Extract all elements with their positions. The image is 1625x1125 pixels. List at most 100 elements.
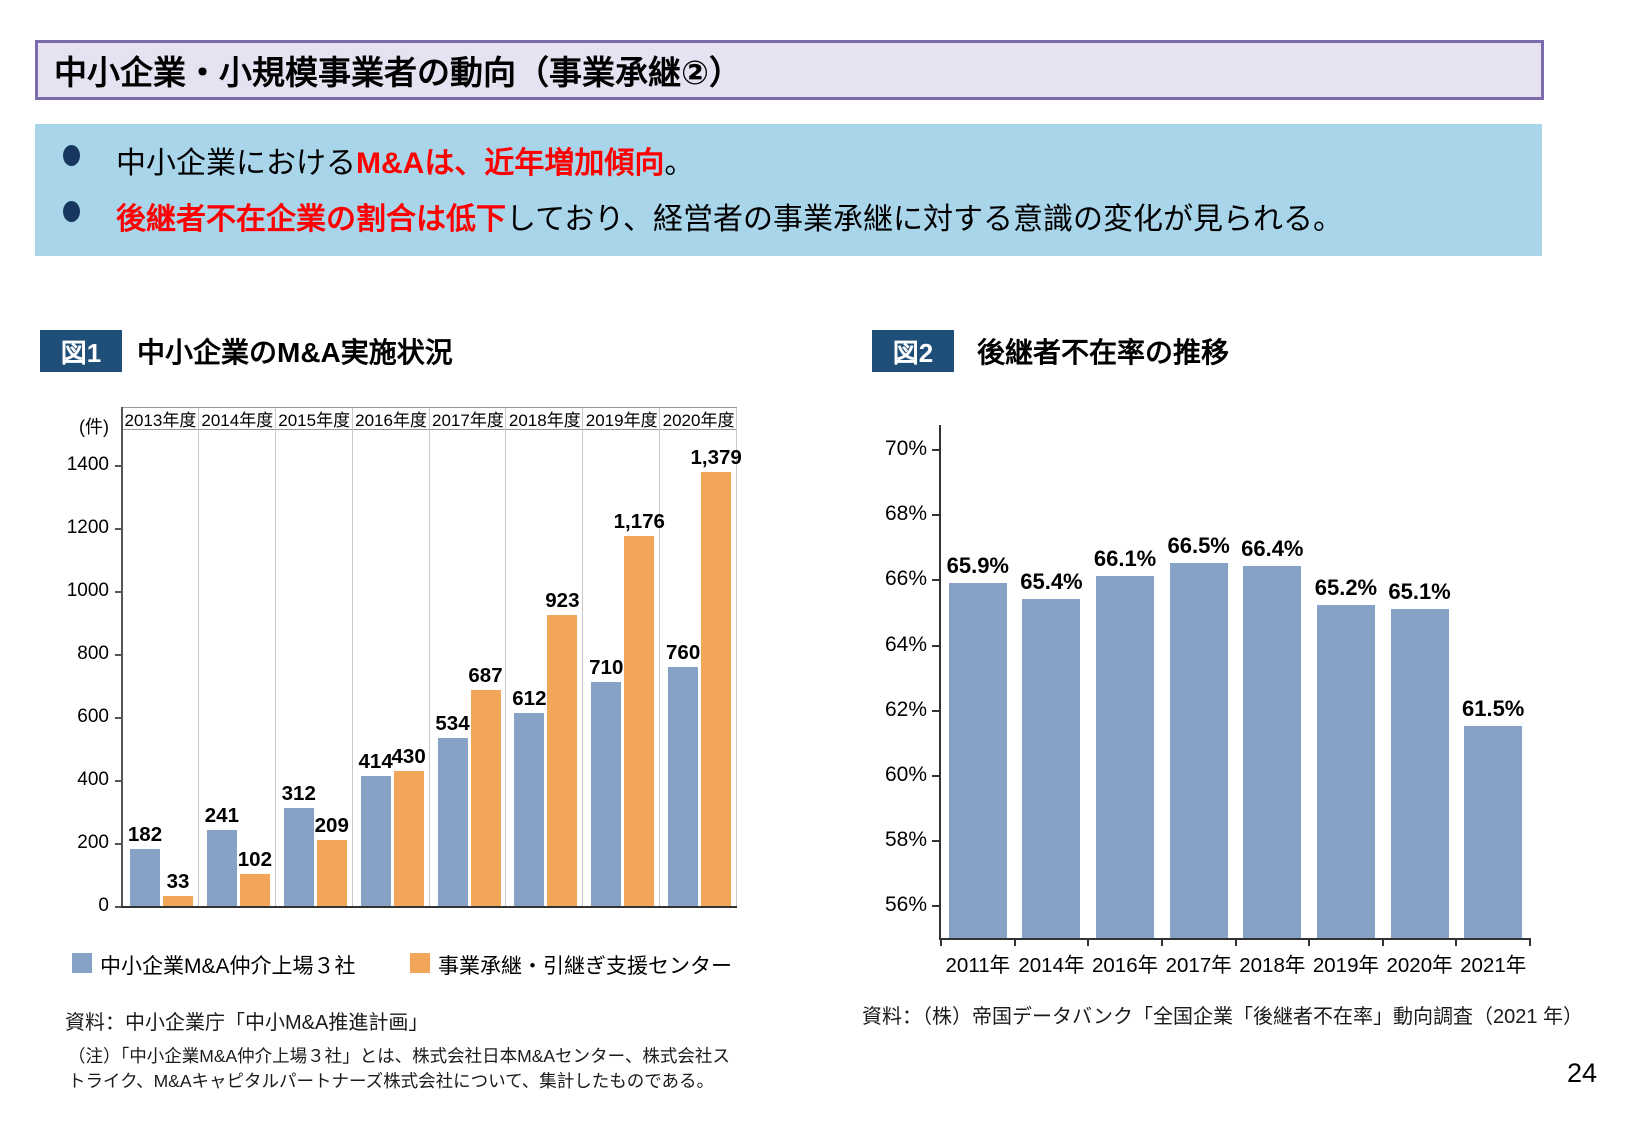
chart1-bar-value-label: 1,379 — [690, 446, 742, 469]
chart1-y-tick-label: 800 — [77, 643, 109, 664]
chart1-y-tick-label: 1000 — [66, 580, 109, 601]
bullet-text: 中小企業におけるM&Aは、近年増加傾向。 — [116, 138, 694, 182]
legend-label: 事業承継・引継ぎ支援センター — [438, 955, 732, 978]
figure1-badge: 図1 — [40, 330, 122, 372]
chart1-column-divider — [274, 408, 276, 906]
chart2-bar — [1390, 609, 1449, 938]
chart2-bar — [1096, 576, 1155, 938]
bullet-dot-icon — [63, 145, 80, 166]
chart1-bar-value-label: 760 — [666, 641, 701, 664]
chart1-y-tick-label: 1200 — [66, 517, 109, 538]
chart1-bar — [668, 667, 699, 906]
chart2-x-tick-label: 2020年 — [1386, 954, 1453, 977]
chart2-x-tick — [1013, 938, 1016, 946]
page-number: 24 — [1566, 1058, 1597, 1088]
chart1-y-tick — [115, 654, 121, 656]
chart2-x-tick — [1234, 938, 1237, 946]
bullet-text-segment: 。 — [664, 147, 695, 180]
chart1-column-divider — [659, 408, 661, 906]
chart2-bar — [1243, 566, 1302, 938]
chart2-bar — [1316, 605, 1375, 938]
chart2-bar — [948, 583, 1007, 938]
chart1-bar — [316, 840, 347, 906]
chart1-year-header: 2020年度 — [662, 411, 735, 430]
chart2-bar — [1464, 726, 1523, 938]
chart1-bar-value-label: 534 — [435, 712, 470, 735]
chart2-bar-value-label: 65.1% — [1388, 579, 1451, 604]
chart1-column-divider — [428, 408, 430, 906]
bullet-text-segment: しており、経営者の事業承継に対する意識の変化が見られる。 — [506, 203, 1343, 236]
chart2-y-tick — [932, 709, 939, 712]
chart1-y-tick — [115, 843, 121, 845]
chart2-y-tick — [932, 905, 939, 908]
chart2-x-tick-label: 2021年 — [1460, 954, 1527, 977]
chart2-y-tick-label: 62% — [884, 697, 927, 721]
chart1-unit-label: (件) — [79, 417, 109, 437]
ma-deals-bar-chart: 2013年度 2014年度 2015年度 2016年度 2017年度 2018年度 2019… — [67, 407, 742, 916]
chart1-bar — [547, 615, 578, 906]
chart1-column-divider — [582, 408, 584, 906]
chart1-y-tick — [115, 591, 121, 593]
chart1-bar-value-label: 687 — [468, 664, 503, 687]
chart2-x-tick — [1381, 938, 1384, 946]
chart1-year-header: 2016年度 — [355, 411, 427, 430]
successor-absence-rate-bar-chart: 56% 58% 60% 62% 64% 66% 68% 70% 65.9% 2011年 65.4% 2… — [885, 425, 1531, 977]
chart2-y-tick — [932, 579, 939, 582]
chart1-legend: 中小企業M&A仲介上場３社 事業承継・引継ぎ支援センター — [72, 950, 752, 978]
bullet-text: 後継者不在企業の割合は低下しており、経営者の事業承継に対する意識の変化が見られる… — [116, 194, 1343, 238]
chart1-year-header: 2014年度 — [201, 411, 274, 430]
chart2-x-tick-label: 2011年 — [945, 954, 1011, 977]
bullet-item: 中小企業におけるM&Aは、近年増加傾向。 — [63, 138, 694, 182]
chart2-bar-value-label: 65.2% — [1314, 575, 1378, 600]
bullet-text-emphasis: M&Aは、近年増加傾向 — [356, 147, 665, 180]
chart1-bar — [360, 776, 391, 906]
chart1-bar-value-label: 923 — [545, 589, 580, 612]
chart2-y-tick-label: 70% — [884, 437, 927, 460]
chart2-y-tick-label: 58% — [884, 828, 927, 852]
figure1-note: （注）「中小企業M&A仲介上場３社」とは、株式会社日本M&Aセンター、株式会社ス… — [68, 1046, 730, 1091]
chart1-y-tick — [115, 717, 121, 719]
chart2-bar-value-label: 61.5% — [1461, 696, 1525, 721]
chart2-x-tick — [940, 938, 942, 946]
chart1-y-tick-label: 0 — [98, 895, 109, 916]
chart1-x-axis-line — [121, 906, 737, 908]
chart1-bar — [239, 874, 270, 906]
chart1-y-axis-line — [121, 407, 123, 908]
chart2-y-axis-line — [939, 425, 941, 940]
bullet-text-segment: 中小企業における — [116, 147, 356, 180]
chart1-y-tick-label: 600 — [77, 706, 109, 727]
figure2-source: 資料：（株）帝国データバンク「全国企業「後継者不在率」動向調査（2021 年） — [862, 1006, 1584, 1028]
chart2-y-tick — [932, 449, 939, 451]
figure2-badge: 図2 — [872, 330, 954, 372]
chart1-bar-value-label: 102 — [237, 848, 272, 871]
chart1-y-tick — [115, 780, 121, 782]
chart2-y-tick — [932, 644, 939, 647]
chart2-bar-value-label: 66.4% — [1241, 536, 1304, 561]
chart1-y-tick-label: 200 — [77, 832, 109, 853]
legend-swatch-orange — [410, 953, 430, 973]
chart1-bar — [701, 472, 732, 906]
chart1-bar-value-label: 430 — [391, 745, 426, 768]
chart2-y-tick-label: 66% — [884, 567, 927, 591]
chart2-x-tick-label: 2016年 — [1092, 954, 1159, 977]
chart2-y-tick — [932, 514, 939, 517]
chart1-bar-value-label: 209 — [314, 814, 349, 837]
chart1-bar — [624, 536, 655, 906]
bullet-dot-icon — [63, 201, 80, 222]
chart2-bar-value-label: 65.9% — [946, 553, 1009, 578]
chart2-bar-value-label: 66.1% — [1093, 546, 1157, 571]
chart1-y-tick — [115, 906, 121, 908]
chart1-bar — [437, 738, 468, 906]
chart1-year-header: 2019年度 — [585, 411, 658, 430]
chart2-y-tick — [932, 840, 939, 843]
chart1-bar-value-label: 414 — [358, 750, 393, 773]
chart2-y-tick-label: 64% — [884, 632, 927, 656]
bullet-text-emphasis: 後継者不在企業の割合は低下 — [116, 203, 506, 236]
chart2-bar — [1169, 563, 1228, 938]
chart1-bar-value-label: 710 — [589, 656, 624, 679]
figure1-source: 資料：中小企業庁「中小M&A推進計画」 — [65, 1012, 429, 1034]
chart2-x-tick — [1087, 938, 1090, 946]
chart1-bar-value-label: 312 — [281, 782, 316, 805]
chart1-bar-value-label: 182 — [127, 823, 163, 846]
